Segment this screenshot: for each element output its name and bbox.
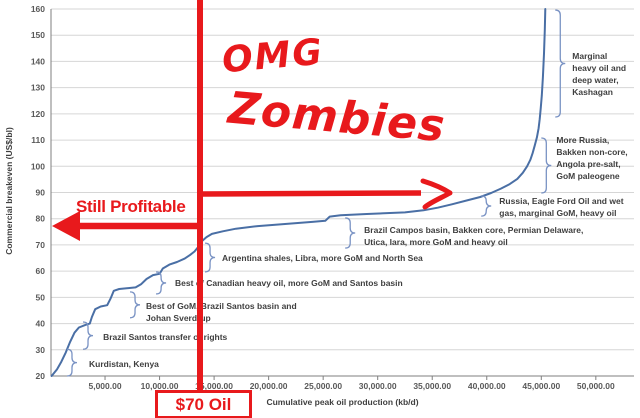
y-tick-label: 150 [31, 30, 45, 40]
x-tick-label: 5,000.00 [88, 381, 121, 391]
annotation-label: Best of Canadian heavy oil, more GoM and… [175, 278, 403, 289]
y-tick-label: 60 [36, 266, 46, 276]
annotation-brace [156, 271, 167, 295]
annotation-brace [481, 195, 492, 217]
x-tick-label: 15,000.00 [195, 381, 233, 391]
x-tick-label: 45,000.00 [522, 381, 560, 391]
annotation-label: More Russia, Bakken non-core, Angola pre-s… [556, 134, 628, 181]
y-tick-label: 90 [36, 188, 46, 198]
annotation-label: Marginal heavy oil and deep water, Kashagan [572, 50, 627, 97]
x-tick-label: 35,000.00 [413, 381, 451, 391]
x-tick-label: 50,000.00 [577, 381, 615, 391]
annotation-label: Russia, Eagle Ford Oil and wet gas, margi… [499, 195, 624, 218]
x-tick-label: 40,000.00 [468, 381, 506, 391]
y-tick-label: 50 [36, 292, 46, 302]
zombies-arrow-shaft [202, 190, 422, 197]
annotation-label: Best of GoM, Brazil Santos basin and Joha… [146, 301, 297, 324]
x-axis-title: Cumulative peak oil production (kb/d) [266, 397, 419, 407]
y-tick-label: 30 [36, 345, 46, 355]
still-profitable-label: Still Profitable [76, 197, 186, 216]
profitable-arrow-head [52, 211, 80, 241]
x-tick-label: 10,000.00 [141, 381, 179, 391]
seventy-dollar-oil-box: $70 Oil [155, 390, 252, 418]
y-tick-label: 120 [31, 109, 45, 119]
annotation-brace [541, 137, 552, 194]
y-tick-label: 160 [31, 4, 45, 14]
y-tick-label: 100 [31, 161, 45, 171]
annotation-label: Brazil Santos transfer of rights [103, 331, 228, 342]
y-tick-label: 80 [36, 214, 46, 224]
x-tick-label: 30,000.00 [359, 381, 397, 391]
y-tick-label: 70 [36, 240, 46, 250]
seventy-dollar-price-line [197, 0, 203, 393]
x-tick-label: 20,000.00 [250, 381, 288, 391]
y-tick-label: 20 [36, 371, 46, 381]
zombies-arrow-head [420, 178, 453, 210]
annotation-label: Argentina shales, Libra, more GoM and No… [222, 252, 423, 263]
annotation-label: Brazil Campos basin, Bakken core, Permia… [364, 225, 584, 247]
x-tick-label: 25,000.00 [304, 381, 342, 391]
y-tick-label: 40 [36, 319, 46, 329]
y-tick-label: 130 [31, 83, 45, 93]
annotation-label: Kurdistan, Kenya [89, 358, 159, 369]
y-tick-label: 110 [31, 135, 45, 145]
seventy-dollar-oil-label: $70 Oil [175, 394, 232, 414]
annotation-brace [82, 321, 94, 350]
supply-cost-curve [50, 8, 547, 377]
y-tick-label: 140 [31, 56, 45, 66]
